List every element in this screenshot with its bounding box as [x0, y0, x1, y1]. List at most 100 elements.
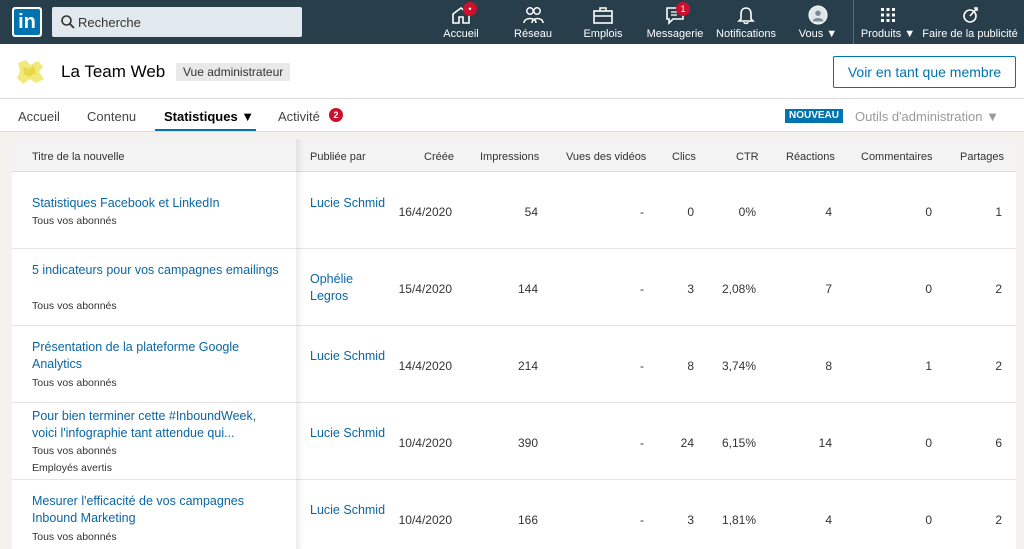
grid-icon: [881, 8, 895, 22]
bell-icon: [737, 7, 755, 25]
nav-network-label: Réseau: [514, 28, 552, 40]
nav-advertise[interactable]: Faire de la publicité: [922, 0, 1018, 44]
admin-view-chip: Vue administrateur: [176, 63, 291, 81]
header-impressions[interactable]: Impressions: [480, 151, 540, 163]
row-title-link[interactable]: 5 indicateurs pour vos campagnes emailin…: [32, 263, 279, 277]
row-reactions: 8: [825, 359, 832, 373]
row-impressions: 144: [517, 282, 538, 296]
header-shares[interactable]: Partages: [960, 151, 1005, 163]
nav-messaging[interactable]: 1 Messagerie: [645, 0, 705, 44]
header-comments[interactable]: Commentaires: [861, 151, 933, 163]
row-clicks: 0: [687, 205, 694, 219]
row-ctr: 3,74%: [721, 359, 756, 373]
nav-me-label: Vous ▼: [798, 28, 838, 40]
nav-jobs-label: Emplois: [583, 28, 623, 40]
row-title-link[interactable]: Mesurer l'efficacité de vos campagnes In…: [32, 494, 244, 525]
avatar: [808, 5, 828, 25]
row-impressions: 54: [524, 205, 538, 219]
row-date: 16/4/2020: [398, 205, 452, 219]
table-row: Statistiques Facebook et LinkedIn Tous v…: [12, 172, 1016, 249]
row-shares: 2: [995, 513, 1002, 527]
row-author-link[interactable]: Lucie Schmid: [310, 196, 386, 210]
nav-notifications[interactable]: Notifications: [714, 0, 778, 44]
row-ctr: 1,81%: [721, 513, 756, 527]
row-audience-secondary: Employés avertis: [32, 462, 112, 474]
header-reactions[interactable]: Réactions: [786, 151, 835, 163]
nav-network[interactable]: Réseau: [510, 0, 556, 44]
row-comments: 0: [925, 436, 932, 450]
linkedin-logo-mark: in: [14, 9, 40, 35]
row-author-link[interactable]: Ophélie Legros: [310, 272, 354, 303]
header-created[interactable]: Créée: [424, 151, 454, 163]
tab-analytics[interactable]: Statistiques ▼: [164, 109, 255, 124]
row-reactions: 7: [825, 282, 832, 296]
activity-badge: 2: [329, 108, 343, 122]
row-audience: Tous vos abonnés: [32, 445, 117, 457]
table-header: Titre de la nouvelle Publiée par Créée I…: [12, 139, 1016, 172]
table-row: Pour bien terminer cette #InboundWeek, v…: [12, 403, 1016, 480]
nav-advertise-label: Faire de la publicité: [922, 28, 1018, 40]
nav-home-label: Accueil: [443, 28, 479, 40]
admin-tools-dropdown[interactable]: Outils d'administration ▼: [855, 109, 999, 124]
row-date: 14/4/2020: [398, 359, 452, 373]
admin-tab-bar: Accueil Contenu Statistiques ▼ Activité …: [0, 99, 1024, 132]
row-audience: Tous vos abonnés: [32, 300, 117, 312]
row-title-link[interactable]: Statistiques Facebook et LinkedIn: [32, 196, 220, 210]
network-icon: [523, 7, 544, 24]
search-icon: [61, 15, 75, 29]
search-input[interactable]: [78, 7, 298, 37]
briefcase-icon: [593, 7, 613, 24]
messaging-badge: 1: [676, 2, 690, 16]
tab-content[interactable]: Contenu: [87, 109, 137, 124]
row-author-link[interactable]: Lucie Schmid: [310, 349, 386, 363]
row-shares: 1: [995, 205, 1002, 219]
header-clicks[interactable]: Clics: [672, 151, 696, 163]
row-impressions: 390: [517, 436, 538, 450]
row-author-link[interactable]: Lucie Schmid: [310, 426, 386, 440]
row-date: 10/4/2020: [398, 436, 452, 450]
tab-home[interactable]: Accueil: [18, 109, 60, 124]
nav-products-label: Produits ▼: [860, 28, 916, 40]
row-impressions: 166: [517, 513, 538, 527]
header-ctr[interactable]: CTR: [736, 151, 759, 163]
row-clicks: 24: [680, 436, 694, 450]
row-impressions: 214: [517, 359, 538, 373]
nav-notifications-label: Notifications: [716, 28, 776, 40]
row-comments: 1: [925, 359, 932, 373]
header-title[interactable]: Titre de la nouvelle: [32, 151, 125, 163]
nav-products[interactable]: Produits ▼: [858, 0, 918, 44]
row-clicks: 3: [687, 513, 694, 527]
row-author-link[interactable]: Lucie Schmid: [310, 503, 386, 517]
row-ctr: 6,15%: [721, 436, 756, 450]
header-posted-by[interactable]: Publiée par: [310, 151, 366, 163]
table-row: 5 indicateurs pour vos campagnes emailin…: [12, 249, 1016, 326]
home-badge: •: [463, 2, 477, 16]
nav-me[interactable]: Vous ▼: [794, 0, 842, 44]
row-ctr: 0%: [738, 205, 756, 219]
row-date: 10/4/2020: [398, 513, 452, 527]
nav-jobs[interactable]: Emplois: [580, 0, 626, 44]
row-video-views: -: [640, 282, 644, 296]
row-clicks: 8: [687, 359, 694, 373]
row-title-link[interactable]: Pour bien terminer cette #InboundWeek, v…: [32, 409, 257, 440]
search-box[interactable]: [52, 7, 302, 37]
active-tab-indicator: [155, 129, 256, 131]
row-title-link[interactable]: Présentation de la plateforme Google Ana…: [32, 340, 240, 371]
row-reactions: 4: [825, 205, 832, 219]
row-shares: 6: [995, 436, 1002, 450]
row-audience: Tous vos abonnés: [32, 377, 117, 389]
row-shares: 2: [995, 359, 1002, 373]
view-as-member-button[interactable]: Voir en tant que membre: [833, 56, 1016, 88]
new-badge: NOUVEAU: [785, 109, 844, 123]
top-navigation-bar: in • Accueil Réseau Emplois 1 Messagerie…: [0, 0, 1024, 44]
header-video-views[interactable]: Vues des vidéos: [566, 151, 647, 163]
row-date: 15/4/2020: [398, 282, 452, 296]
nav-divider: [853, 0, 854, 44]
nav-home[interactable]: • Accueil: [438, 0, 484, 44]
organization-logo: [17, 60, 44, 84]
frozen-column-shadow: [296, 139, 304, 549]
tab-activity[interactable]: Activité: [278, 109, 320, 124]
linkedin-logo[interactable]: in: [12, 7, 42, 37]
row-video-views: -: [640, 205, 644, 219]
page-header: La Team Web Vue administrateur Voir en t…: [0, 44, 1024, 99]
